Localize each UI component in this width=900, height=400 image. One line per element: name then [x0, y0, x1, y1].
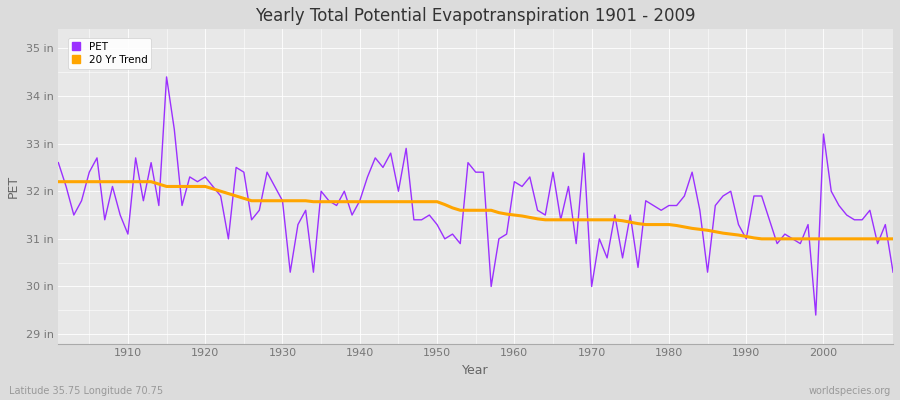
Title: Yearly Total Potential Evapotranspiration 1901 - 2009: Yearly Total Potential Evapotranspiratio…	[256, 7, 696, 25]
X-axis label: Year: Year	[463, 364, 489, 377]
Y-axis label: PET: PET	[7, 175, 20, 198]
Legend: PET, 20 Yr Trend: PET, 20 Yr Trend	[68, 38, 151, 69]
Text: Latitude 35.75 Longitude 70.75: Latitude 35.75 Longitude 70.75	[9, 386, 163, 396]
Text: worldspecies.org: worldspecies.org	[809, 386, 891, 396]
